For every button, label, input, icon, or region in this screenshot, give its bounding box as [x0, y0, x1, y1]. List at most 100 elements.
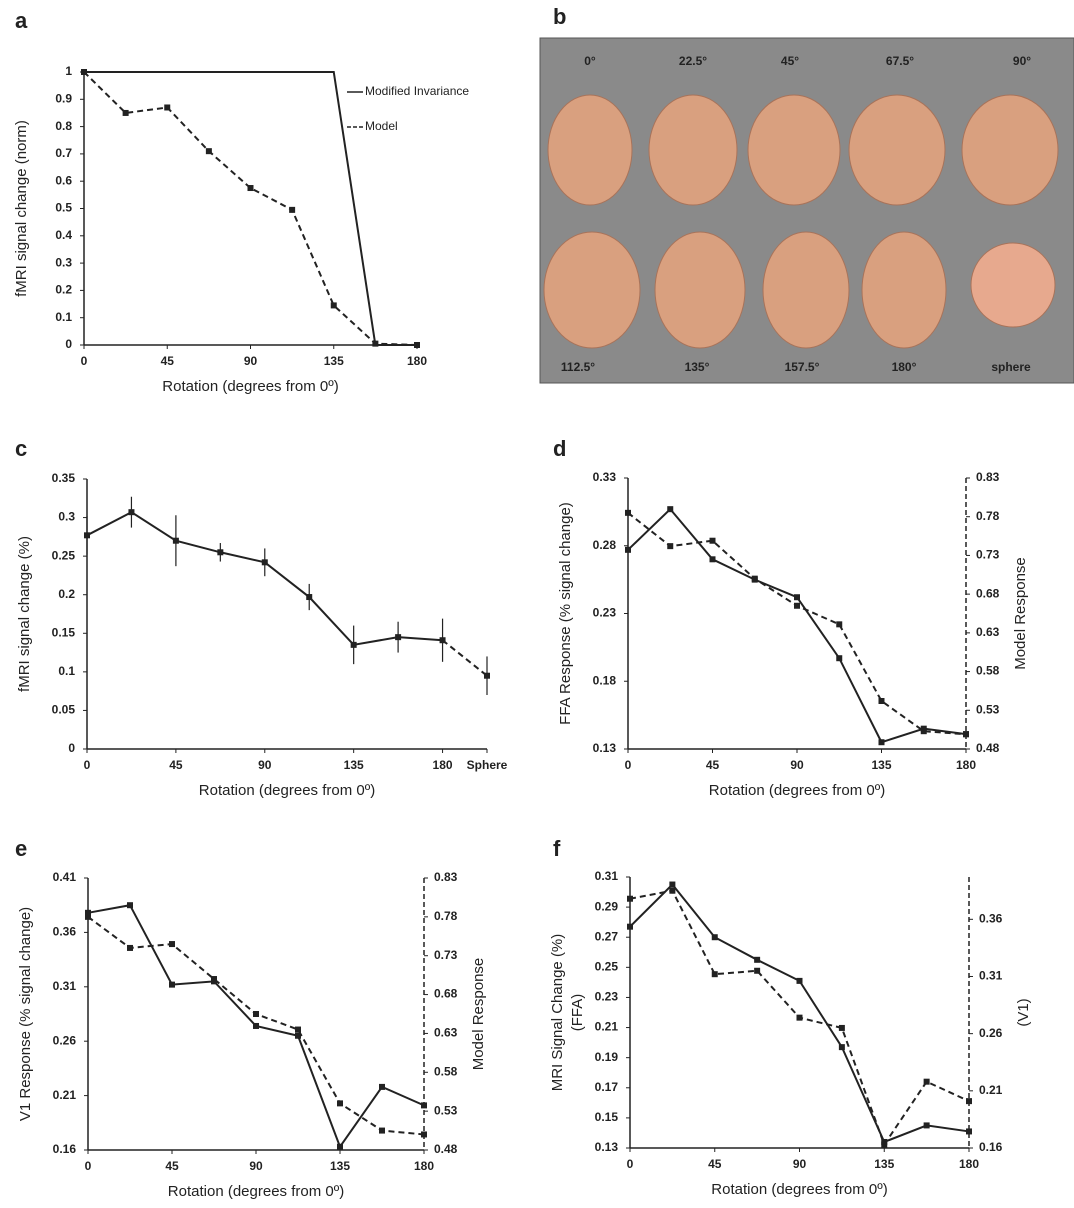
- series-line: [443, 640, 487, 675]
- view-label: 135°: [685, 360, 710, 374]
- marker: [963, 731, 969, 737]
- y-axis-title: MRI Signal Change (%): [549, 934, 566, 1092]
- marker: [128, 509, 134, 515]
- marker: [262, 559, 268, 565]
- x-tick-label: 90: [793, 1157, 807, 1171]
- panel-letter: f: [553, 836, 561, 861]
- head: [649, 95, 737, 205]
- y2-tick-label: 0.68: [434, 987, 458, 1001]
- marker: [879, 698, 885, 704]
- y-tick-label: 0.4: [55, 228, 72, 242]
- series-line: [84, 72, 417, 345]
- marker: [794, 594, 800, 600]
- marker: [924, 1079, 930, 1085]
- head: [962, 95, 1058, 205]
- y-axis-title: V1 Response (% signal change): [17, 907, 34, 1121]
- marker: [395, 634, 401, 640]
- head: [763, 232, 849, 348]
- marker: [836, 621, 842, 627]
- y2-tick-label: 0.31: [979, 969, 1003, 983]
- marker: [627, 896, 633, 902]
- x-tick-label: 45: [169, 758, 183, 772]
- marker: [127, 902, 133, 908]
- y2-tick-label: 0.53: [976, 702, 1000, 716]
- figure: b 0° 22.5° 45° 67.5° 90° 112.5° 135° 157…: [0, 0, 1074, 1203]
- x-tick-label: 45: [708, 1157, 722, 1171]
- y2-tick-label: 0.78: [976, 509, 1000, 523]
- head: [548, 95, 632, 205]
- marker: [966, 1098, 972, 1104]
- x-tick-label: 135: [871, 758, 891, 772]
- x-tick-label: 0: [81, 354, 88, 368]
- marker: [379, 1128, 385, 1134]
- marker: [625, 547, 631, 553]
- y-tick-label: 0.35: [52, 471, 76, 485]
- y-tick-label: 0.3: [55, 255, 72, 269]
- marker: [836, 655, 842, 661]
- marker: [669, 882, 675, 888]
- marker: [924, 1122, 930, 1128]
- head: [655, 232, 745, 348]
- marker: [81, 69, 87, 75]
- marker: [794, 603, 800, 609]
- marker: [372, 341, 378, 347]
- y-tick-label: 0.19: [595, 1050, 619, 1064]
- y-tick-label: 0.29: [595, 899, 619, 913]
- y-axis-title: (FFA): [569, 994, 586, 1032]
- y-tick-label: 0.05: [52, 703, 76, 717]
- y-tick-label: 0.21: [595, 1020, 619, 1034]
- marker: [379, 1084, 385, 1090]
- marker: [839, 1025, 845, 1031]
- marker: [331, 302, 337, 308]
- x-axis-title: Rotation (degrees from 0º): [711, 1181, 887, 1198]
- head: [862, 232, 946, 348]
- x-axis-title: Rotation (degrees from 0º): [168, 1183, 344, 1200]
- panel-letter: c: [15, 436, 27, 461]
- y2-tick-label: 0.63: [434, 1026, 458, 1040]
- series-line: [84, 72, 417, 345]
- y-tick-label: 0.15: [52, 625, 76, 639]
- y-tick-label: 0.31: [53, 979, 77, 993]
- y-tick-label: 0.21: [53, 1088, 77, 1102]
- view-label: 22.5°: [679, 54, 707, 68]
- y2-tick-label: 0.36: [979, 911, 1003, 925]
- view-label: 0°: [584, 54, 596, 68]
- y-tick-label: 0.13: [593, 741, 617, 755]
- marker: [85, 914, 91, 920]
- head: [544, 232, 640, 348]
- y-tick-label: 0.18: [593, 673, 617, 687]
- y-tick-label: 0.1: [55, 310, 72, 324]
- y-tick-label: 0.33: [593, 470, 617, 484]
- marker: [351, 642, 357, 648]
- y-tick-label: 0.28: [593, 538, 617, 552]
- y2-tick-label: 0.58: [434, 1064, 458, 1078]
- marker: [627, 924, 633, 930]
- view-label: 157.5°: [785, 360, 820, 374]
- series-line: [630, 885, 969, 1142]
- y2-tick-label: 0.48: [976, 741, 1000, 755]
- view-label: sphere: [991, 360, 1031, 374]
- y-tick-label: 0: [65, 337, 72, 351]
- marker: [248, 185, 254, 191]
- marker: [667, 506, 673, 512]
- marker: [440, 637, 446, 643]
- marker: [421, 1102, 427, 1108]
- marker: [669, 888, 675, 894]
- x-tick-label: 135: [330, 1159, 350, 1173]
- marker: [797, 978, 803, 984]
- y2-tick-label: 0.83: [434, 870, 458, 884]
- y2-tick-label: 0.73: [434, 948, 458, 962]
- y-tick-label: 0.36: [53, 925, 77, 939]
- x-tick-label: 135: [324, 354, 344, 368]
- view-label: 67.5°: [886, 54, 914, 68]
- marker: [797, 1015, 803, 1021]
- marker: [966, 1128, 972, 1134]
- marker: [169, 941, 175, 947]
- x-tick-label: 0: [85, 1159, 92, 1173]
- view-label: 180°: [892, 360, 917, 374]
- y2-tick-label: 0.73: [976, 548, 1000, 562]
- y-tick-label: 0.5: [55, 201, 72, 215]
- y2-tick-label: 0.48: [434, 1142, 458, 1156]
